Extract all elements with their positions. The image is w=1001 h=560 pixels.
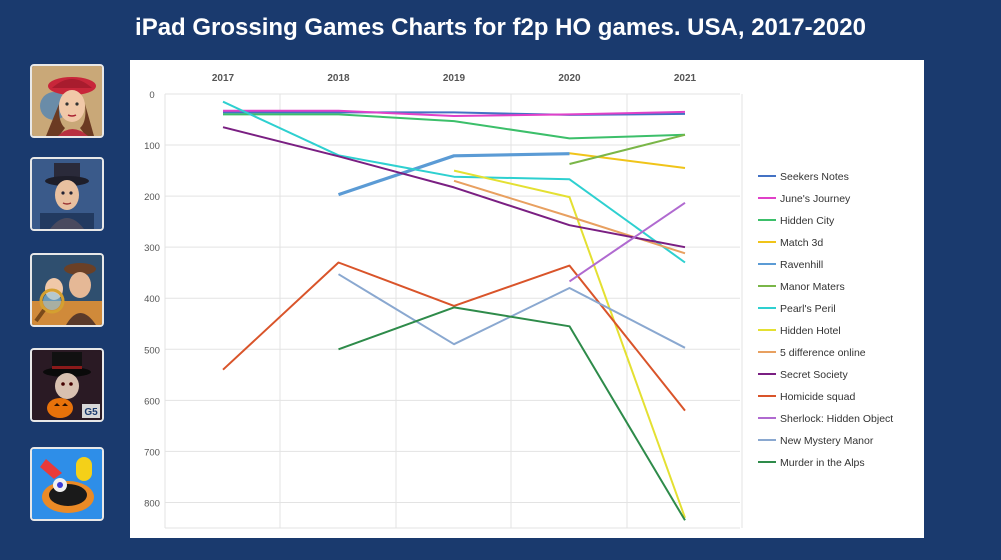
y-tick-label: 300 (144, 243, 160, 254)
series-line-murder-in-the-alps (338, 306, 686, 521)
legend-label: Manor Maters (780, 281, 845, 293)
legend-label: Sherlock: Hidden Object (780, 413, 893, 425)
x-tick-label: 2021 (674, 73, 697, 84)
legend-label: Pearl's Peril (780, 303, 836, 315)
legend-label: Murder in the Alps (780, 457, 865, 469)
y-tick-label: 0 (149, 90, 154, 101)
legend-label: 5 difference online (780, 347, 866, 359)
x-tick-label: 2018 (327, 73, 350, 84)
series-line-5-difference-online (453, 179, 686, 255)
y-tick-label: 700 (144, 447, 160, 458)
detective-icon (30, 157, 104, 231)
series-line-homicide-squad (222, 261, 686, 412)
legend-label: Match 3d (780, 237, 823, 249)
match3d-icon (30, 447, 104, 521)
series-line-ravenhill (337, 152, 570, 197)
legend-label: Seekers Notes (780, 171, 849, 183)
y-tick-label: 400 (144, 294, 160, 305)
x-tick-label: 2019 (443, 73, 466, 84)
series-line-hidden-hotel (453, 169, 686, 519)
legend-label: Homicide squad (780, 391, 855, 403)
y-tick-label: 600 (144, 396, 160, 407)
x-tick-label: 2020 (558, 73, 581, 84)
legend-label: New Mystery Manor (780, 435, 874, 447)
y-tick-label: 800 (144, 498, 160, 509)
slide-title: iPad Grossing Games Charts for f2p HO ga… (135, 14, 866, 41)
series-line-sherlock-hidden-object (568, 201, 686, 283)
horror-g5-icon: G5 (30, 348, 104, 422)
chart-panel: 2017 2018 2019 2020 2021 0 100 200 300 400 500 600… (130, 60, 924, 538)
series-line-match-3d (569, 152, 686, 169)
legend-label: Hidden City (780, 215, 835, 227)
series-line-secret-society (222, 126, 686, 249)
y-tick-label: 500 (144, 345, 160, 356)
series-line-pearl-s-peril (222, 100, 686, 264)
investigators-icon (30, 253, 104, 327)
seekers-notes-icon (30, 64, 104, 138)
y-tick-label: 200 (144, 192, 160, 203)
series-line-hidden-city (223, 113, 686, 140)
legend-label: Ravenhill (780, 259, 823, 271)
legend-label: June's Journey (780, 193, 851, 205)
legend-label: Secret Society (780, 369, 848, 381)
series-line-manor-maters (569, 133, 686, 165)
x-tick-label: 2017 (212, 73, 235, 84)
series-line-june-s-journey (223, 109, 686, 117)
legend-label: Hidden Hotel (780, 325, 841, 337)
svg-text:G5: G5 (84, 407, 98, 418)
line-chart: 2017 2018 2019 2020 2021 0 100 200 300 400 500 600… (144, 73, 893, 529)
y-tick-label: 100 (144, 141, 160, 152)
